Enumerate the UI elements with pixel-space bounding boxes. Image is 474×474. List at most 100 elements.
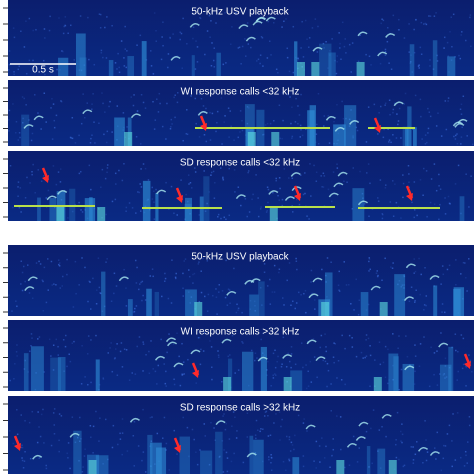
noise [82,466,84,468]
noise [90,188,92,191]
noise [137,191,139,193]
noise [275,177,277,180]
noise [80,209,82,211]
noise [49,15,51,18]
noise [36,441,39,444]
burst [73,430,82,474]
noise [118,169,120,172]
noise [426,451,429,453]
noise [424,134,427,136]
noise [228,438,231,440]
call-trace [189,23,200,28]
noise [291,444,294,446]
noise [339,416,342,418]
noise [262,332,265,335]
noise [451,45,453,48]
noise [102,463,104,465]
noise [65,334,67,337]
noise [410,446,413,448]
noise [23,46,26,48]
noise [396,113,398,115]
noise [329,466,331,468]
noise [425,459,428,462]
noise [401,441,403,444]
noise [184,258,187,260]
noise [398,29,400,31]
noise [455,259,457,261]
panel-background [8,320,474,391]
noise [66,258,68,261]
noise [226,304,229,306]
noise [305,128,307,131]
noise [384,187,387,189]
noise [419,46,422,49]
noise [371,462,373,465]
noise [330,261,332,264]
noise [208,463,211,466]
noise [246,106,249,108]
noise [69,360,72,363]
noise [75,292,77,295]
noise [392,333,394,335]
noise [292,25,295,28]
noise [348,43,351,46]
noise [460,136,463,138]
noise [41,279,44,281]
noise [135,282,138,284]
noise [365,339,367,341]
noise [92,452,94,454]
noise [268,458,270,461]
noise [302,56,305,58]
noise [165,138,167,140]
noise [183,373,185,375]
noise [114,172,117,175]
noise [397,120,400,122]
bright-burst [247,132,256,146]
noise [298,114,301,116]
noise [141,459,143,462]
noise [278,177,281,179]
noise [233,139,235,141]
noise [237,369,240,371]
noise [80,122,83,125]
burst [108,60,114,76]
noise [80,170,82,173]
noise [376,270,379,272]
noise [310,195,312,197]
noise [408,51,410,53]
noise [125,305,128,307]
noise [465,39,467,42]
noise [436,60,439,62]
noise [331,454,333,457]
noise [215,130,217,133]
noise [174,94,176,96]
noise [262,133,265,136]
noise [158,92,161,95]
noise [28,59,31,62]
noise [50,107,52,109]
noise [8,109,11,112]
noise [34,388,37,391]
noise [426,215,428,218]
noise [176,453,178,455]
noise [381,217,384,220]
noise [91,134,93,136]
noise [166,351,168,354]
noise [244,134,247,136]
burst [228,358,233,391]
noise [419,293,422,296]
noise [272,374,274,376]
noise [316,123,318,126]
noise [255,174,257,176]
noise [469,359,472,362]
burst [290,370,303,391]
noise [397,347,399,350]
noise [152,73,155,75]
noise [132,311,135,313]
noise [37,112,39,114]
noise [168,208,170,211]
noise [179,38,181,41]
noise [263,415,266,417]
noise [392,111,394,114]
noise [299,124,302,127]
